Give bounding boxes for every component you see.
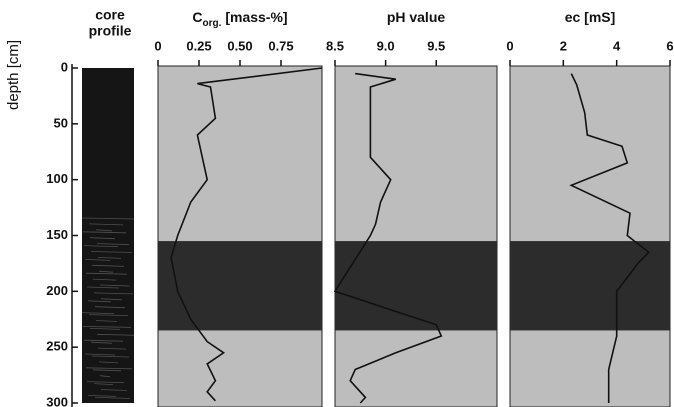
core-streak — [94, 397, 131, 399]
profile-line — [569, 73, 650, 403]
panel-bg — [509, 65, 671, 407]
profile-line — [333, 72, 443, 404]
title-part: [mass-%] — [221, 9, 287, 25]
core-streak — [93, 292, 134, 295]
panel-bg — [334, 65, 498, 407]
title-part: ec [mS] — [565, 9, 616, 25]
y-tick-label: 250 — [46, 339, 68, 354]
core-streak — [89, 237, 116, 240]
x-tick-label: 9.5 — [427, 38, 445, 53]
title-part: org. — [203, 18, 222, 29]
core-streak — [85, 272, 128, 275]
panel-title: profile — [89, 23, 132, 39]
core-streak — [100, 298, 123, 301]
x-tick-label: 6 — [666, 38, 673, 53]
core-streak — [92, 369, 122, 372]
core-streak — [99, 375, 111, 378]
dark-layer — [158, 241, 322, 331]
x-tick-label: 8.5 — [326, 38, 344, 53]
x-tick-label: 0.25 — [186, 38, 211, 53]
y-tick-label: 200 — [46, 283, 68, 298]
panel-title: core — [95, 7, 125, 23]
x-tick-label: 0 — [154, 38, 161, 53]
y-tick-label: 300 — [46, 394, 68, 407]
core-streak — [86, 286, 120, 289]
y-tick-label: 50 — [54, 115, 68, 130]
title-part: C — [192, 9, 202, 25]
core-streak — [88, 223, 124, 226]
core-streak — [89, 328, 121, 330]
core-streak — [98, 270, 114, 273]
core-streak — [100, 389, 128, 391]
core-streak — [95, 320, 118, 322]
core-streak — [87, 395, 117, 397]
core-streak — [82, 231, 127, 234]
core-streak — [82, 326, 132, 328]
core-streak — [96, 243, 130, 245]
core-streak — [83, 245, 119, 247]
core-image — [82, 68, 134, 403]
panel-title: ec [mS] — [565, 9, 616, 25]
x-tick-label: 4 — [613, 38, 621, 53]
core-streak — [97, 257, 122, 259]
core-streak — [91, 355, 130, 358]
x-tick-label: 9.0 — [377, 38, 395, 53]
core-streak — [99, 284, 131, 287]
y-tick-label: 0 — [61, 59, 68, 74]
profile-line — [170, 67, 323, 402]
x-tick-label: 0 — [506, 38, 513, 53]
core-streak — [87, 300, 112, 303]
core-streak — [81, 217, 135, 220]
panel-title: Corg. [mass-%] — [192, 9, 287, 29]
dark-layer — [510, 241, 670, 331]
core-streak — [96, 333, 135, 336]
title-part: pH value — [387, 9, 446, 25]
core-streak — [95, 229, 113, 232]
core-streak — [92, 278, 117, 281]
core-streak — [94, 306, 126, 309]
x-tick-label: 2 — [560, 38, 567, 53]
y-axis-label: depth [cm] — [5, 40, 22, 110]
core-streak — [88, 314, 129, 316]
core-streak — [84, 353, 116, 356]
core-streak — [84, 259, 111, 261]
panel-title: pH value — [387, 9, 446, 25]
core-streak — [90, 251, 133, 253]
core-streak — [86, 381, 125, 383]
core-streak — [85, 367, 133, 370]
panel-bg — [157, 65, 323, 407]
y-tick-label: 100 — [46, 171, 68, 186]
dark-layer — [335, 241, 497, 331]
y-tick-label: 150 — [46, 227, 68, 242]
core-streak — [81, 312, 115, 314]
core-streak — [97, 347, 127, 350]
x-tick-label: 0.75 — [268, 38, 293, 53]
core-streak — [91, 264, 125, 267]
x-tick-label: 0.50 — [227, 38, 252, 53]
core-streak — [93, 383, 114, 385]
core-streak — [98, 361, 119, 364]
core-streak — [83, 339, 124, 342]
core-streak — [90, 341, 113, 344]
